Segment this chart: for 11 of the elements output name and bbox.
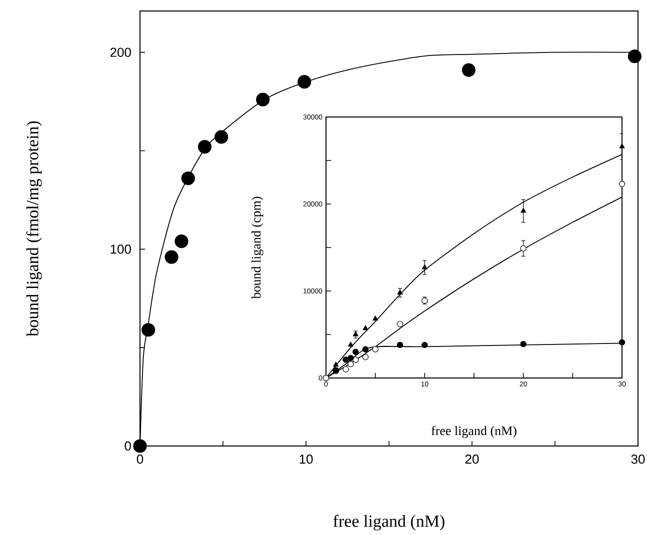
y-tick-label: 0 (124, 441, 131, 451)
y-axis-title: bound ligand (cpm) (251, 196, 264, 299)
y-tick-label: 200 (110, 48, 131, 57)
x-tick-label: 20 (465, 454, 479, 464)
x-tick-label: 10 (300, 454, 313, 464)
x-axis-title: free ligand (nM) (333, 514, 444, 530)
y-tick-label: 100 (110, 244, 131, 254)
y-axis-title: bound ligand (fmol/mg protein) (26, 121, 42, 336)
x-axis-title: free ligand (nM) (431, 426, 516, 438)
x-tick-label: 30 (631, 454, 645, 464)
x-tick-label: 0 (136, 454, 144, 464)
